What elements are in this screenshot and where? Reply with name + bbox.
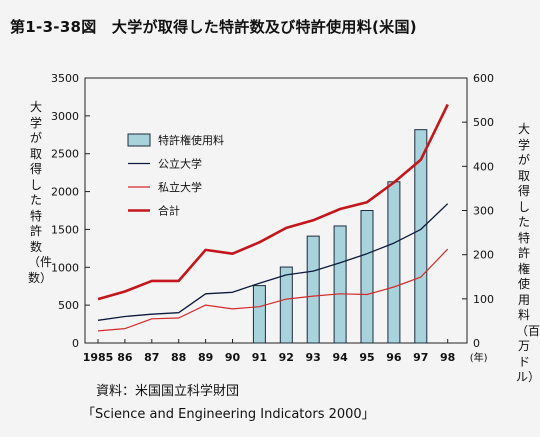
bar — [414, 129, 428, 344]
left-axis: 0 500 1000 1500 2000 2500 3000 3500 — [51, 72, 90, 350]
x-tick-label: 86 — [117, 351, 133, 364]
y-left-tick-label: 3000 — [51, 110, 79, 123]
y-right-tick-label: 200 — [473, 249, 494, 262]
x-tick-label: 88 — [171, 351, 186, 364]
line-series-path — [97, 103, 449, 301]
y-right-tick-label: 300 — [473, 205, 494, 218]
x-tick-label: 96 — [386, 351, 402, 364]
x-tick-label: 97 — [413, 351, 428, 364]
y-right-tick-label: 100 — [473, 293, 494, 306]
x-tick-label: 89 — [198, 351, 213, 364]
x-tick-label: 92 — [279, 351, 294, 364]
line-series — [97, 103, 449, 332]
y-left-tick-label: 3500 — [51, 72, 79, 85]
bar — [252, 285, 266, 344]
x-tick-label: 93 — [306, 351, 321, 364]
source-line-2: 「Science and Engineering Indicators 2000… — [82, 407, 375, 422]
x-tick-label: 95 — [359, 351, 374, 364]
chart-title: 第1-3-38図 大学が取得した特許数及び特許使用料(米国) — [10, 18, 417, 36]
source-line-1: 資料：米国国立科学財団 — [96, 384, 240, 399]
bar — [279, 266, 293, 344]
legend-label: 合計 — [158, 204, 180, 218]
legend-swatch — [127, 133, 151, 147]
y-left-tick-label: 1500 — [51, 223, 79, 236]
line-series-path — [97, 248, 449, 332]
y-right-tick-label: 600 — [473, 72, 494, 85]
y-left-tick-label: 0 — [72, 337, 79, 350]
bar — [387, 181, 401, 344]
y-axis-left-label: 大学が取得した特許数（件数） — [28, 100, 53, 285]
legend-label: 公立大学 — [158, 157, 202, 171]
y-right-tick-label: 500 — [473, 116, 494, 129]
bar — [306, 235, 320, 344]
bar-series — [252, 129, 428, 344]
y-axis-right-label: 大学が取得した特許権使用料（百万ドル） — [516, 122, 540, 384]
y-right-tick-label: 0 — [473, 337, 480, 350]
line-series-path — [97, 203, 449, 321]
bar — [360, 210, 374, 344]
y-left-tick-label: 1000 — [51, 261, 79, 274]
x-tick-label: 98 — [440, 351, 455, 364]
y-left-tick-label: 500 — [58, 299, 79, 312]
x-tick-label: 87 — [144, 351, 159, 364]
x-tick-label: 94 — [332, 351, 348, 364]
x-tick-label: 91 — [252, 351, 267, 364]
x-tick-label: 90 — [225, 351, 241, 364]
y-left-tick-label: 2500 — [51, 148, 79, 161]
bar — [333, 225, 347, 344]
x-axis-unit: (年) — [470, 351, 488, 364]
x-tick-label: 1985 — [83, 351, 114, 364]
y-right-tick-label: 400 — [473, 160, 494, 173]
y-left-tick-label: 2000 — [51, 186, 79, 199]
legend-label: 特許権使用料 — [158, 133, 224, 147]
legend-label: 私立大学 — [158, 180, 202, 194]
x-axis: 1985 86 87 88 89 90 91 92 93 94 95 96 97 98 (年) — [83, 339, 488, 364]
right-axis: 0 100 200 300 400 500 600 — [462, 72, 494, 350]
